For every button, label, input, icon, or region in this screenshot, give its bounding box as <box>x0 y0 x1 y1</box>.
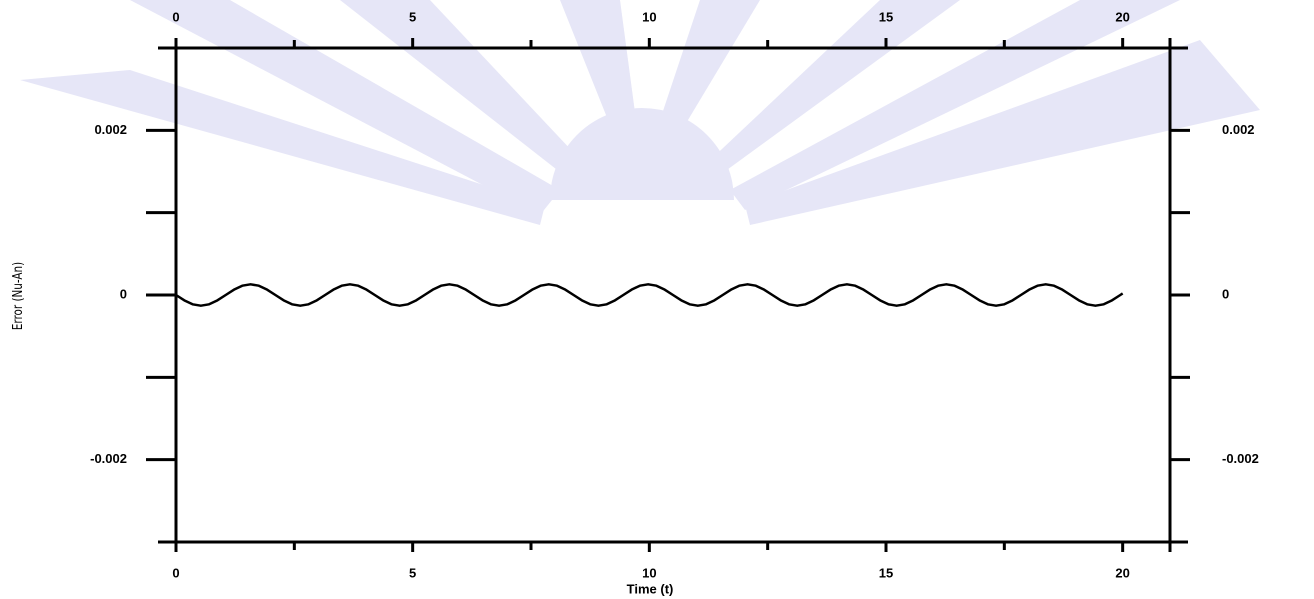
x-tick-label: 20 <box>1115 565 1129 580</box>
x-tick-label-top: 5 <box>409 9 416 24</box>
y-tick-label: 0 <box>120 286 127 301</box>
watermark <box>20 0 1260 225</box>
y-tick-label-right: 0.002 <box>1222 122 1255 137</box>
watermark-ray <box>130 0 560 215</box>
x-tick-label: 10 <box>642 565 656 580</box>
x-tick-label-top: 10 <box>642 9 656 24</box>
data-line <box>175 283 1124 307</box>
x-tick-label-top: 0 <box>172 9 179 24</box>
x-tick-label: 5 <box>409 565 416 580</box>
y-tick-label: -0.002 <box>90 451 127 466</box>
watermark-ray <box>705 0 960 175</box>
watermark-ray <box>340 0 590 180</box>
watermark-sun <box>550 108 734 200</box>
y-tick-label-right: -0.002 <box>1222 451 1259 466</box>
x-tick-label: 0 <box>172 565 179 580</box>
watermark-ray <box>730 0 1180 210</box>
x-tick-label-top: 20 <box>1115 9 1129 24</box>
y-tick-label: 0.002 <box>94 122 127 137</box>
watermark-ray <box>745 40 1260 225</box>
x-tick-label: 15 <box>879 565 893 580</box>
y-axis-title: Error (Nu-An) <box>10 262 25 330</box>
x-axis-title: Time (t) <box>627 581 674 596</box>
watermark-ray <box>650 0 760 150</box>
y-tick-label-right: 0 <box>1222 286 1229 301</box>
x-tick-label-top: 15 <box>879 9 893 24</box>
watermark-ray <box>20 70 545 225</box>
